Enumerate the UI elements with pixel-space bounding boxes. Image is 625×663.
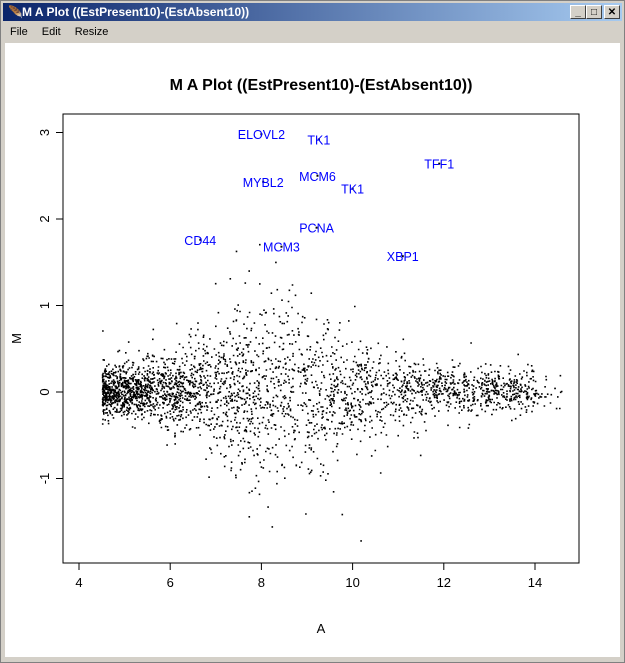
gene-label-tk1: TK1 — [341, 183, 364, 197]
menu-edit[interactable]: Edit — [41, 26, 61, 38]
menu-bar: File Edit Resize — [3, 23, 115, 42]
x-tick-label: 12 — [437, 575, 451, 590]
minimize-button[interactable]: _ — [570, 5, 586, 19]
y-tick-label: 2 — [37, 215, 52, 222]
x-tick-label: 6 — [167, 575, 174, 590]
labeled-point — [438, 162, 441, 165]
x-tick-label: 14 — [528, 575, 542, 590]
plot-canvas: M A Plot ((EstPresent10)-(EstAbsent10)) A… — [5, 43, 620, 657]
gene-label-tff1: TFF1 — [424, 158, 454, 172]
maximize-button[interactable]: □ — [586, 5, 602, 19]
gene-label-pcna: PCNA — [299, 222, 334, 236]
close-button[interactable]: ✕ — [604, 5, 620, 19]
labeled-point — [401, 255, 404, 258]
gene-label-mcm6: MCM6 — [299, 170, 336, 184]
y-tick-label: 0 — [37, 388, 52, 395]
x-tick-label: 8 — [258, 575, 265, 590]
title-bar[interactable]: 🪶M A Plot ((EstPresent10)-(EstAbsent10))… — [3, 3, 622, 21]
x-axis-label: A — [317, 621, 326, 636]
gene-label-mcm3: MCM3 — [263, 241, 300, 255]
gene-label-cd44: CD44 — [184, 234, 216, 248]
x-tick-label: 4 — [75, 575, 82, 590]
x-tick-label: 10 — [345, 575, 359, 590]
labeled-point — [351, 187, 354, 190]
labeled-point — [260, 133, 263, 136]
r-feather-icon: 🪶 — [8, 5, 23, 19]
labeled-point — [315, 226, 318, 229]
menu-resize[interactable]: Resize — [74, 26, 109, 38]
y-tick-label: 1 — [37, 302, 52, 309]
data-points — [101, 243, 563, 542]
gene-label-xbp1: XBP1 — [387, 250, 419, 264]
ma-plot: M A Plot ((EstPresent10)-(EstAbsent10)) A… — [9, 77, 580, 636]
labeled-point — [262, 180, 265, 183]
window-title: M A Plot ((EstPresent10)-(EstAbsent10)) — [22, 5, 250, 19]
labeled-point — [317, 138, 320, 141]
gene-label-elovl2: ELOVL2 — [238, 128, 285, 142]
labeled-point — [316, 174, 319, 177]
gene-label-tk1: TK1 — [307, 133, 330, 147]
menu-file[interactable]: File — [10, 26, 28, 38]
labeled-point — [199, 238, 202, 241]
y-axis-label: M — [9, 333, 24, 344]
y-tick-label: -1 — [37, 473, 52, 485]
chart-title: M A Plot ((EstPresent10)-(EstAbsent10)) — [170, 77, 473, 94]
gene-label-mybl2: MYBL2 — [243, 176, 284, 190]
y-tick-label: 3 — [37, 129, 52, 136]
labeled-point — [280, 245, 283, 248]
